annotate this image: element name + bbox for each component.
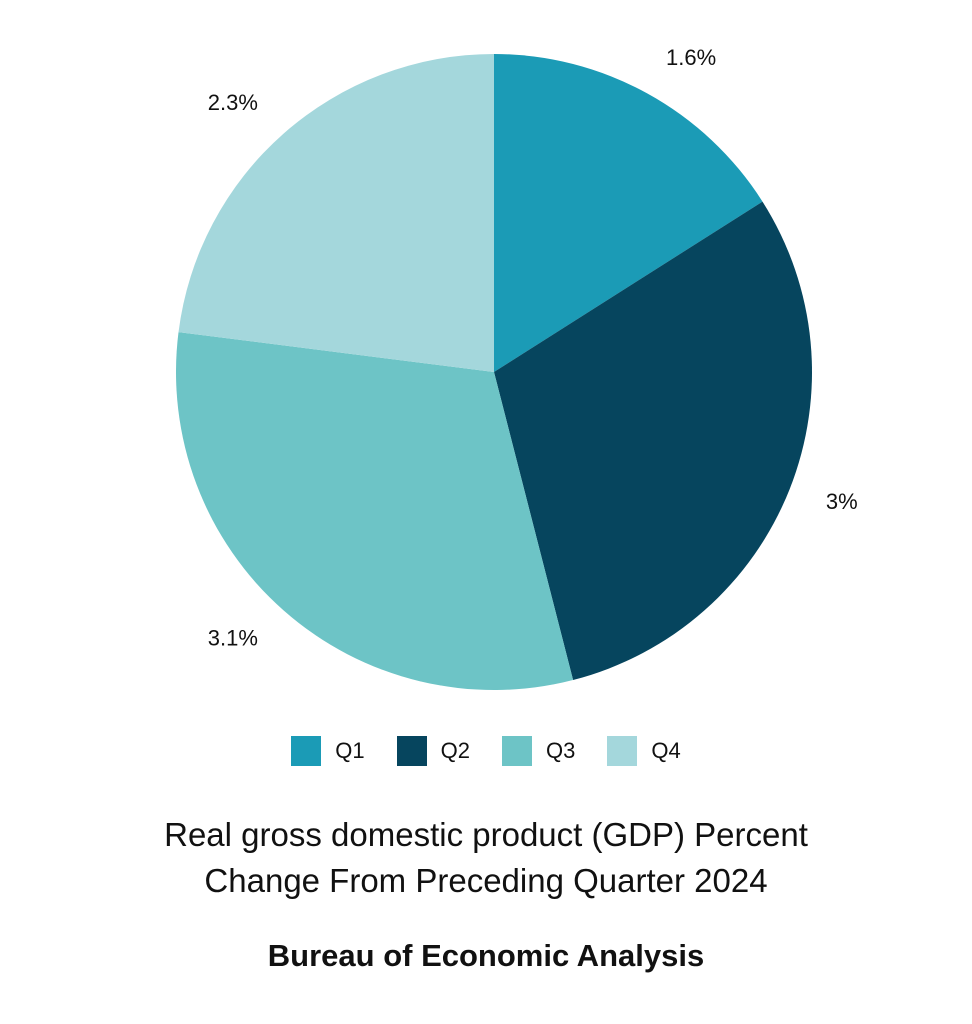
pie-slice-q2[interactable] (494, 201, 812, 681)
pie-slices (176, 54, 812, 691)
pie-slice-q1[interactable] (494, 54, 763, 372)
legend-label-q4: Q4 (651, 738, 681, 763)
chart-source: Bureau of Economic Analysis (267, 938, 705, 973)
legend-label-q1: Q1 (335, 738, 365, 763)
pie-slice-q4[interactable] (178, 54, 495, 372)
chart-title: Real gross domestic product (GDP) Percen… (0, 812, 972, 904)
pie-label-q4: 2.3% (208, 90, 258, 115)
pie-label-q3: 3.1% (208, 626, 258, 651)
legend-item-q4[interactable]: Q4 (607, 736, 681, 766)
legend-swatch-q3 (502, 736, 532, 766)
legend-item-q3[interactable]: Q3 (502, 736, 575, 766)
pie-labels: 1.6% 3% 3.1% 2.3% (208, 45, 858, 651)
pie-label-q1: 1.6% (666, 45, 716, 70)
legend-label-q3: Q3 (546, 738, 576, 763)
legend-label-q2: Q2 (440, 738, 470, 763)
legend-swatch-q1 (291, 736, 322, 766)
chart-title-line-2: Change From Preceding Quarter 2024 (204, 862, 768, 899)
legend-item-q1[interactable]: Q1 (291, 736, 365, 766)
chart-title-line-1: Real gross domestic product (GDP) Percen… (164, 816, 808, 853)
legend-item-q2[interactable]: Q2 (396, 736, 470, 766)
legend: Q1 Q2 Q3 Q4 (0, 736, 972, 766)
pie-label-q2: 3% (826, 489, 858, 514)
legend-swatch-q2 (396, 736, 427, 766)
legend-swatch-q4 (607, 736, 638, 766)
pie-slice-q3[interactable] (176, 332, 574, 691)
